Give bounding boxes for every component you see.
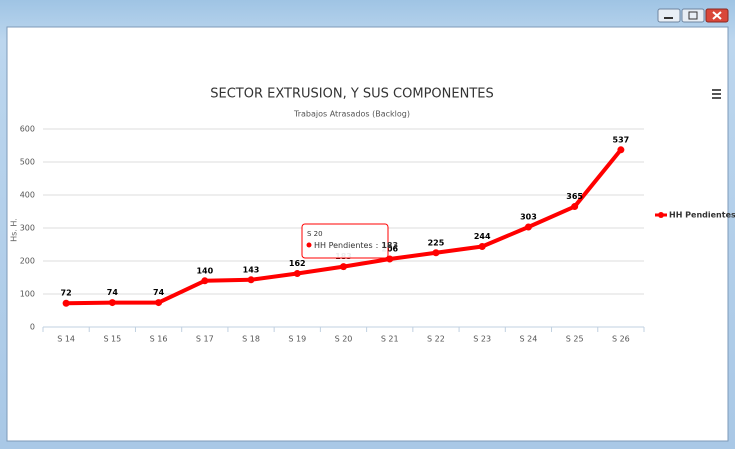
- point: [524, 223, 532, 231]
- icon: [712, 93, 721, 95]
- icon: [712, 89, 721, 91]
- data-label: 244: [474, 232, 491, 241]
- icon: [688, 11, 698, 20]
- tooltip-label: HH Pendientes: [314, 241, 373, 250]
- point: [571, 203, 579, 211]
- tooltip-symbol: [306, 242, 312, 248]
- data-label: 74: [107, 288, 119, 297]
- minimize-button[interactable]: [657, 8, 681, 23]
- x-tick-label: S 20: [335, 335, 353, 344]
- point: [62, 299, 70, 307]
- data-label: 303: [520, 213, 537, 222]
- point: [293, 270, 301, 278]
- data-label: 140: [196, 266, 213, 275]
- point: [340, 263, 347, 271]
- x-tick-label: S 14: [57, 335, 75, 344]
- x-tick-label: S 24: [520, 335, 538, 344]
- x-tick-label: S 16: [150, 335, 168, 344]
- x-tick-label: S 15: [103, 335, 121, 344]
- icon: [712, 11, 722, 20]
- x-tick-label: S 19: [288, 335, 306, 344]
- point: [386, 255, 394, 263]
- tooltip-box: [301, 223, 389, 259]
- data-label: 225: [428, 238, 445, 247]
- data-label: 206: [381, 245, 398, 254]
- y-tick-label: 0: [30, 323, 35, 332]
- x-tick-label: S 23: [473, 335, 491, 344]
- tooltip-text: HH Pendientes:183: [314, 241, 398, 250]
- menu-button[interactable]: [712, 89, 721, 99]
- x-tick-label: S 22: [427, 335, 445, 344]
- tooltip: S 20 HH Pendientes:183: [301, 223, 398, 259]
- tooltip-separator: :: [376, 241, 379, 250]
- point: [108, 299, 116, 307]
- legend-symbol: [658, 212, 664, 218]
- x-tick-label: S 21: [381, 335, 399, 344]
- tooltip-header: S 20: [307, 230, 323, 238]
- point: [617, 146, 625, 154]
- x-tick-label: S 26: [612, 335, 630, 344]
- chart-title: SECTOR EXTRUSION, Y SUS COMPONENTES: [210, 87, 493, 102]
- icon: [712, 97, 721, 99]
- x-tick-label: S 25: [566, 335, 584, 344]
- y-tick-label: 300: [20, 224, 35, 233]
- maximize-button[interactable]: [681, 8, 705, 23]
- x-tick-label: S 17: [196, 335, 214, 344]
- point: [432, 249, 440, 257]
- legend-label: HH Pendientes: [669, 211, 735, 220]
- point: [155, 299, 163, 307]
- y-tick-label: 400: [20, 191, 35, 200]
- y-tick-label: 200: [20, 257, 35, 266]
- point: [247, 276, 255, 284]
- data-label: 143: [243, 265, 260, 274]
- tooltip-value: 183: [381, 241, 398, 250]
- point: [478, 242, 486, 250]
- point: [201, 277, 209, 285]
- y-tick-label: 600: [20, 125, 35, 134]
- chart-subtitle: Trabajos Atrasados (Backlog): [293, 110, 410, 119]
- y-axis-label: Hs. H.: [10, 218, 19, 242]
- data-label: 74: [153, 288, 165, 297]
- data-label: 365: [566, 192, 583, 201]
- y-tick-label: 100: [20, 290, 35, 299]
- data-label: 72: [61, 289, 72, 298]
- data-label: 162: [289, 259, 306, 268]
- x-tick-label: S 18: [242, 335, 260, 344]
- data-label: 537: [613, 135, 630, 144]
- y-tick-label: 500: [20, 158, 35, 167]
- window-buttons[interactable]: [657, 8, 729, 23]
